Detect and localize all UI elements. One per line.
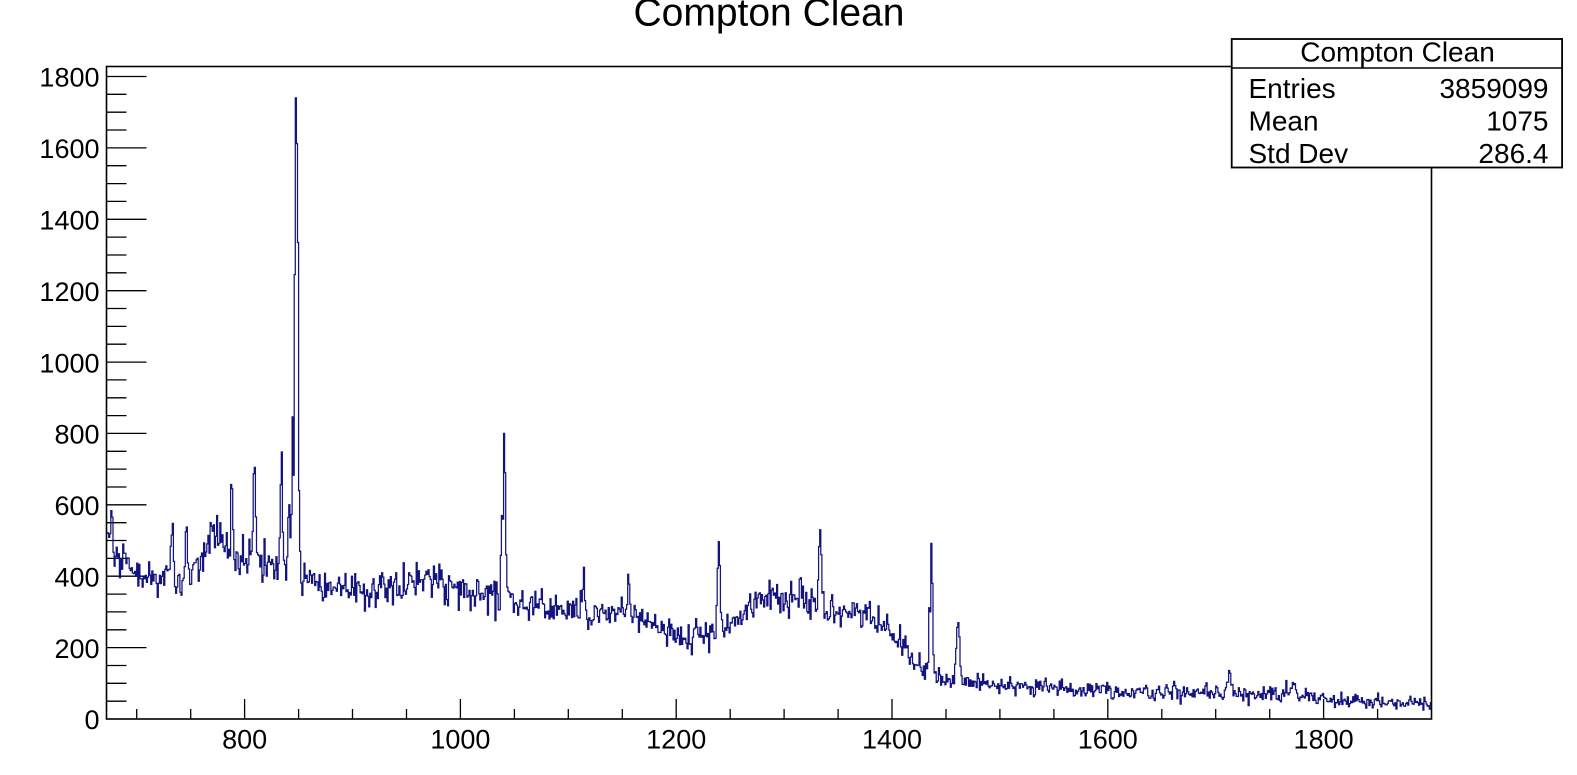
svg-text:1400: 1400 [862, 725, 922, 755]
svg-text:1600: 1600 [39, 134, 99, 164]
svg-text:Compton Clean: Compton Clean [634, 0, 905, 34]
svg-text:1800: 1800 [39, 63, 99, 93]
svg-text:1075: 1075 [1486, 105, 1548, 136]
svg-text:0: 0 [84, 705, 99, 735]
svg-text:Entries: Entries [1249, 73, 1336, 104]
svg-text:Mean: Mean [1249, 105, 1319, 136]
svg-text:600: 600 [54, 491, 99, 521]
svg-text:Compton Clean: Compton Clean [1300, 37, 1495, 68]
svg-text:3859099: 3859099 [1439, 73, 1548, 104]
svg-text:400: 400 [54, 562, 99, 592]
svg-text:800: 800 [222, 725, 267, 755]
svg-text:1200: 1200 [39, 277, 99, 307]
svg-text:1200: 1200 [646, 725, 706, 755]
svg-text:1800: 1800 [1294, 725, 1354, 755]
svg-text:286.4: 286.4 [1478, 138, 1548, 169]
svg-text:800: 800 [54, 420, 99, 450]
svg-text:Std Dev: Std Dev [1249, 138, 1349, 169]
svg-text:1000: 1000 [430, 725, 490, 755]
svg-text:1600: 1600 [1078, 725, 1138, 755]
svg-text:200: 200 [54, 634, 99, 664]
svg-text:1000: 1000 [39, 348, 99, 378]
svg-text:1400: 1400 [39, 206, 99, 236]
